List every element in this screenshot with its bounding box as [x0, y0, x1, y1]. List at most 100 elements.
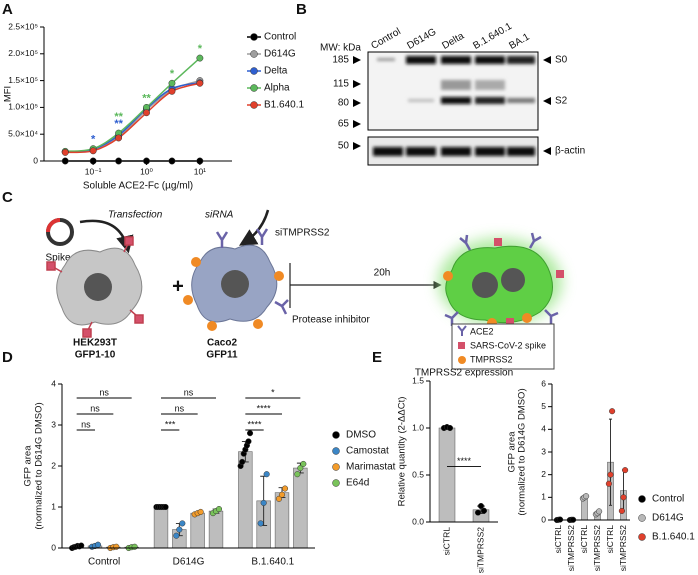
legend-marker: [638, 514, 646, 522]
x-tick-label: D614G: [173, 557, 205, 568]
panel-label: C: [2, 189, 13, 206]
nucleus: [472, 272, 498, 298]
data-point: [622, 467, 629, 474]
nucleus: [501, 268, 525, 292]
x-tick-label: siCTRL: [441, 527, 451, 556]
significance-label: ns: [175, 403, 185, 413]
sirna-label: siTMPRSS2: [275, 228, 330, 239]
data-point: [196, 54, 204, 62]
data-point: [196, 79, 204, 87]
y-tick-label: 1.5×10⁵: [8, 75, 38, 85]
legend-label: ACE2: [470, 326, 494, 336]
data-point: [115, 134, 123, 142]
nucleus: [221, 270, 249, 298]
bar: [293, 467, 308, 549]
legend-label: Marimastat: [346, 462, 396, 473]
y-tick-label: 2: [541, 469, 546, 479]
x-tick-label: siCTRL: [579, 525, 589, 554]
significance-label: *: [271, 387, 275, 397]
legend-label: Control: [264, 32, 296, 43]
y-tick-label: 2.0×10⁵: [8, 48, 38, 58]
x-tick-label: siTMPRSS2: [475, 527, 485, 574]
x-tick-label: B.1.640.1: [251, 557, 294, 568]
y-tick-label: 0: [541, 514, 546, 524]
significance-label: ns: [81, 419, 91, 429]
syncytium: [445, 245, 553, 324]
series-line: [65, 82, 201, 154]
blot-bands: [373, 56, 535, 156]
lane-label: BA.1: [507, 31, 532, 52]
mw-title: MW: kDa: [320, 43, 361, 54]
y-tick-label: 3: [51, 419, 56, 429]
series-line: [65, 79, 201, 153]
step-label: siRNA: [205, 210, 234, 221]
data-point: [281, 485, 289, 492]
x-tick-label: siCTRL: [553, 525, 563, 554]
blot-membrane: [367, 51, 539, 131]
data-point: [176, 526, 183, 533]
legend-box: [451, 323, 555, 370]
legend-marker: [332, 447, 340, 455]
y-axis-label: Relative quantity (2-ΔΔCt): [397, 397, 408, 507]
band-label: S0: [555, 55, 568, 66]
y-tick-label: 1.0: [412, 422, 424, 432]
y-tick-label: 2: [51, 460, 56, 470]
plasmid-insert: [46, 218, 61, 233]
legend-label: D614G: [652, 513, 684, 524]
x-tick-label: Control: [88, 557, 120, 568]
y-tick-label: 1.5: [412, 375, 424, 385]
band-label: β-actin: [555, 146, 585, 157]
significance-label: ns: [99, 387, 109, 397]
x-tick-label: siTMPRSS2: [618, 525, 628, 572]
y-tick-label: 1.0×10⁵: [8, 102, 38, 112]
legend-label: B1.640.1: [264, 100, 304, 111]
bar: [153, 506, 169, 549]
x-axis-label: Soluble ACE2-Fc (µg/ml): [83, 181, 193, 192]
panel-label: E: [372, 349, 382, 366]
data-point: [89, 157, 97, 165]
series-line: [65, 82, 201, 153]
data-point: [173, 532, 180, 539]
legend-label: TMPRSS2: [470, 354, 513, 364]
legend-marker: [250, 101, 258, 109]
data-point: [477, 502, 485, 510]
significance-label: ****: [247, 419, 262, 429]
panel-label: A: [2, 1, 13, 18]
data-point: [474, 509, 482, 516]
significance-label: ns: [90, 403, 100, 413]
x-tick-label: siTMPRSS2: [566, 525, 576, 572]
bar: [438, 427, 456, 523]
data-point: [607, 471, 614, 478]
mw-marker: 185: [332, 55, 349, 66]
y-axis-label: GFP area: [507, 431, 518, 473]
cell-label: GFP1-10: [75, 350, 116, 361]
y-tick-label: 5.0×10⁴: [8, 128, 38, 138]
data-point: [596, 508, 603, 515]
data-point: [257, 520, 264, 527]
legend-label: DMSO: [346, 430, 376, 441]
significance-label: ****: [257, 403, 272, 413]
significance-label: ns: [184, 387, 194, 397]
time-label: 20h: [374, 268, 391, 279]
data-point: [89, 147, 97, 155]
legend-marker: [250, 33, 258, 41]
ace2-receptors: [215, 228, 289, 315]
significance-label: *: [170, 68, 175, 80]
data-point: [609, 408, 616, 415]
data-point: [168, 157, 176, 165]
data-point: [179, 520, 186, 527]
y-tick-label: 6: [541, 378, 546, 388]
western-blot: MW: kDa Control D614G Delta B.1.640.1 BA…: [320, 21, 585, 166]
plus-sign: +: [172, 275, 184, 297]
legend-marker: [250, 67, 258, 75]
x-tick-label: siTMPRSS2: [592, 525, 602, 572]
mw-marker: 115: [333, 79, 349, 90]
legend-marker: [250, 84, 258, 92]
error-bar: [608, 418, 613, 506]
data-point: [168, 87, 176, 95]
y-tick-label: 4: [51, 378, 56, 388]
legend-label: Camostat: [346, 446, 389, 457]
data-point: [275, 495, 283, 502]
data-point: [113, 543, 120, 550]
legend-marker: [332, 479, 340, 487]
